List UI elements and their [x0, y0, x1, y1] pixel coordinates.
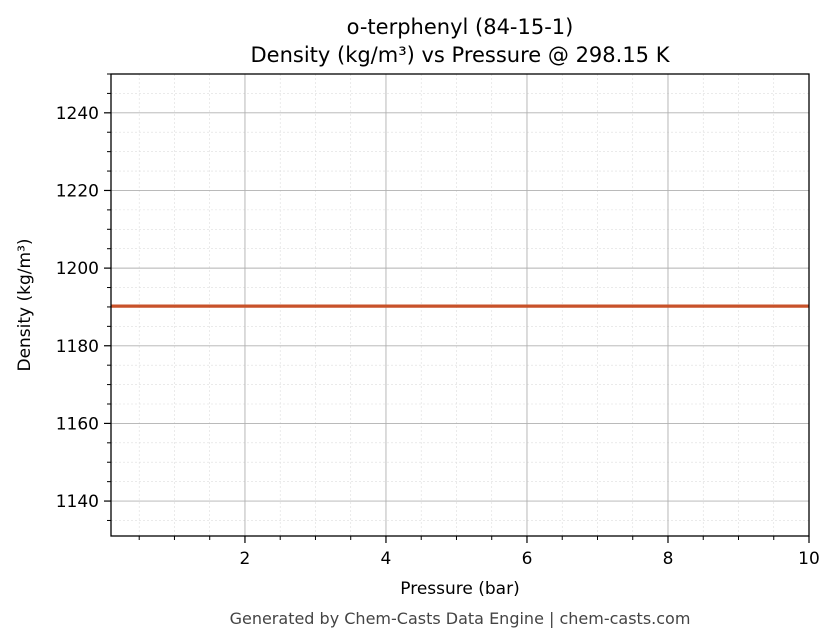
- chart-title-line1: o-terphenyl (84-15-1): [347, 15, 574, 39]
- chart-title-line2: Density (kg/m³) vs Pressure @ 298.15 K: [250, 43, 670, 67]
- y-axis: 1140 1160 1180 1200 1220 1240: [56, 73, 111, 521]
- x-axis: 2 4 6 8 10: [138, 536, 820, 569]
- x-tick-label: 4: [381, 549, 392, 569]
- y-tick-label: 1200: [56, 259, 99, 279]
- y-axis-label: Density (kg/m³): [15, 238, 35, 371]
- x-tick-label: 10: [798, 549, 820, 569]
- y-tick-label: 1180: [56, 337, 99, 357]
- x-axis-label: Pressure (bar): [400, 579, 519, 599]
- y-tick-label: 1220: [56, 181, 99, 201]
- footer-credit: Generated by Chem-Casts Data Engine | ch…: [230, 609, 691, 628]
- minor-grid: [111, 73, 809, 536]
- y-tick-label: 1240: [56, 104, 99, 124]
- x-tick-label: 6: [522, 549, 533, 569]
- x-tick-label: 8: [663, 549, 674, 569]
- plot-frame: [110, 73, 810, 537]
- y-tick-label: 1140: [56, 492, 99, 512]
- y-tick-label: 1160: [56, 414, 99, 434]
- x-tick-label: 2: [240, 549, 251, 569]
